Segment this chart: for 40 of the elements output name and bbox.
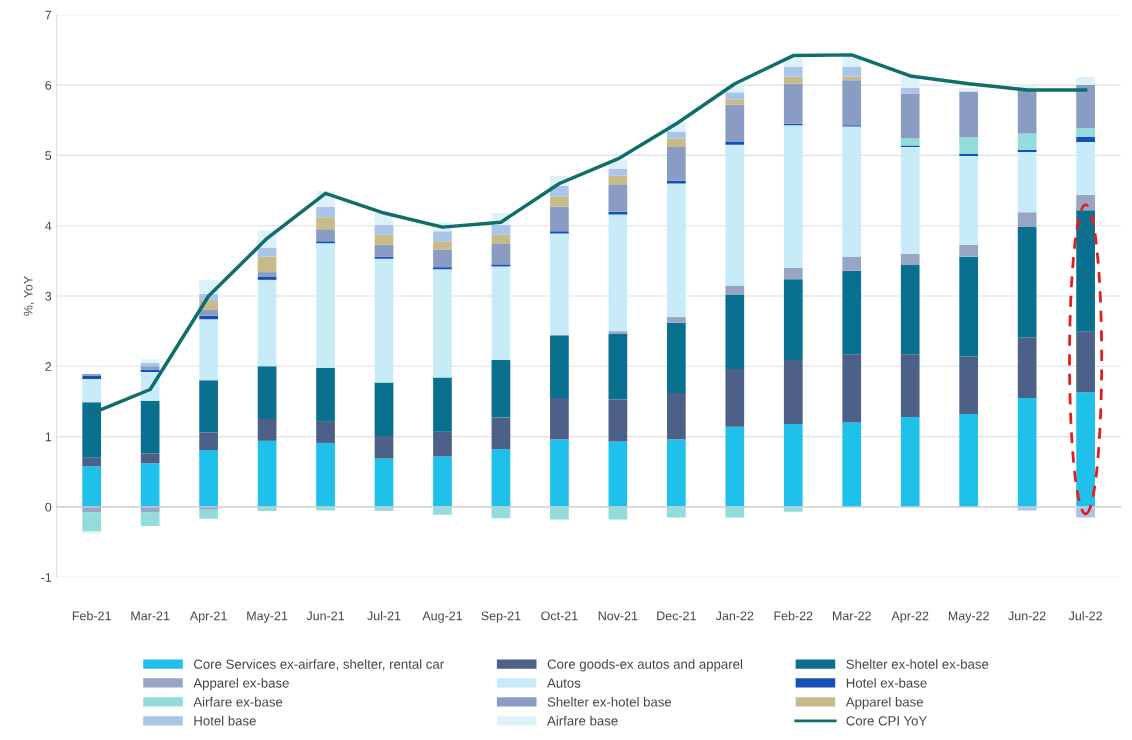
x-tick-label: May-21 xyxy=(247,611,288,623)
x-tick-label: Jun-22 xyxy=(1008,611,1046,621)
y-tick-label: 7 xyxy=(45,10,52,20)
legend-label: Autos xyxy=(547,678,581,688)
y-tick-label: 5 xyxy=(45,151,52,161)
legend-label: Shelter ex-hotel base xyxy=(547,696,672,707)
y-tick-label: 2 xyxy=(45,362,52,371)
y-tick-label: 4 xyxy=(45,221,52,231)
x-tick-label: Dec-21 xyxy=(657,611,696,621)
x-tick-label: Apr-22 xyxy=(891,611,929,623)
y-tick-label: 3 xyxy=(45,291,52,301)
x-tick-label: Oct-21 xyxy=(541,611,578,621)
y-tick-label: 0 xyxy=(45,502,52,512)
x-tick-label: Mar-21 xyxy=(131,611,170,621)
x-tick-label: Feb-21 xyxy=(72,611,111,621)
legend-label: Apparel ex-base xyxy=(193,678,289,691)
legend-label: Hotel ex-base xyxy=(846,678,927,688)
legend-label: Core CPI YoY xyxy=(846,716,927,726)
x-tick-label: Jun-21 xyxy=(306,611,345,621)
x-tick-label: Feb-22 xyxy=(774,611,813,621)
y-tick-label: -1 xyxy=(41,573,52,582)
legend-label: Airfare base xyxy=(547,715,618,726)
x-tick-label: Jan-22 xyxy=(715,611,754,621)
x-tick-label: Sep-21 xyxy=(481,611,521,623)
y-axis-title: %, YoY xyxy=(23,276,35,316)
legend-label: Airfare ex-base xyxy=(193,696,283,707)
legend-label: Shelter ex-hotel ex-base xyxy=(846,659,989,669)
x-tick-label: May-22 xyxy=(948,611,989,623)
x-tick-label: Apr-21 xyxy=(189,611,227,623)
x-tick-label: Jul-22 xyxy=(1068,611,1102,621)
legend-label: Core Services ex-airfare, shelter, rental car xyxy=(194,659,444,671)
x-tick-label: Nov-21 xyxy=(598,611,638,621)
x-tick-label: Jul-21 xyxy=(367,611,401,621)
x-tick-label: Mar-22 xyxy=(832,611,871,621)
legend-label: Hotel base xyxy=(194,715,256,726)
y-tick-label: 6 xyxy=(45,80,52,90)
y-tick-label: 1 xyxy=(45,432,52,442)
legend-label: Core goods-ex autos and apparel xyxy=(547,659,742,672)
x-tick-label: Aug-21 xyxy=(422,611,463,623)
legend-label: Apparel base xyxy=(845,696,923,710)
